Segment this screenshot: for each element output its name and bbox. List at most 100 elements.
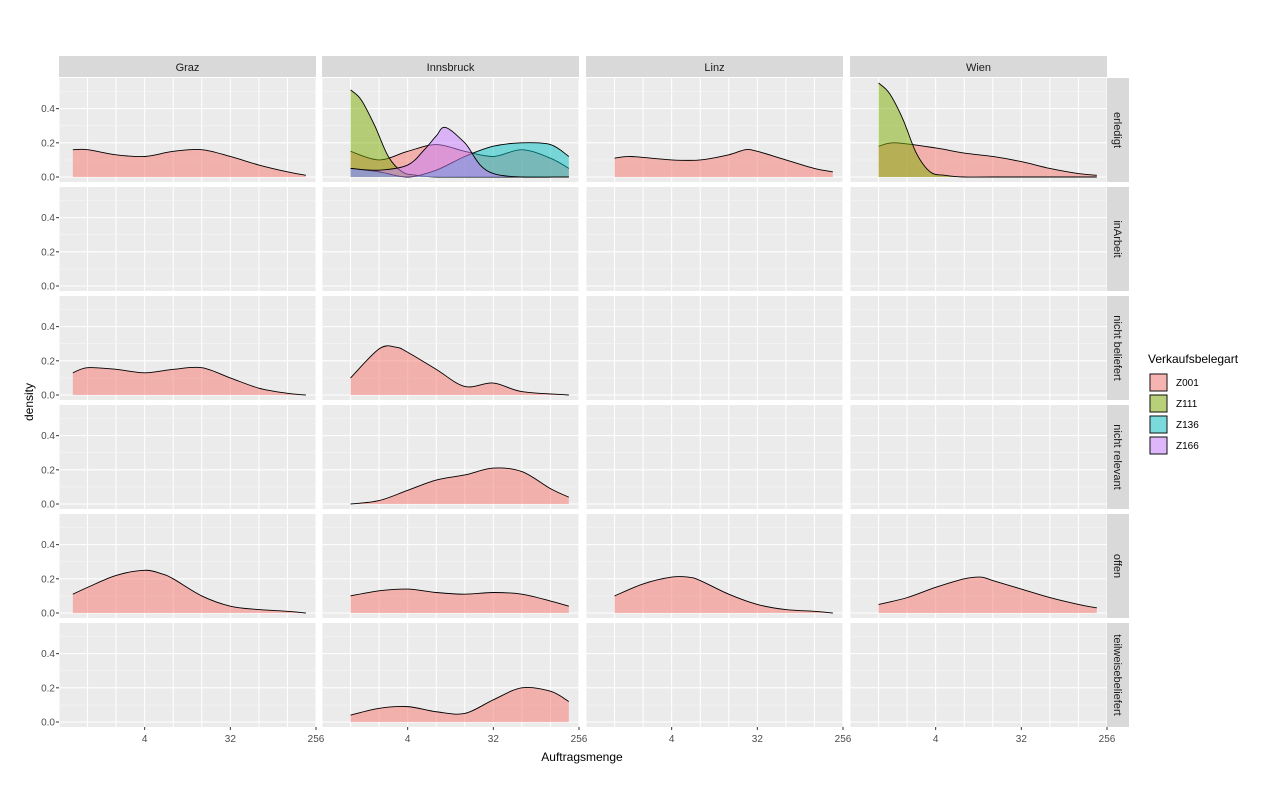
panel-inarbeit-linz [585,187,844,291]
density-line-z001-erledigt-graz [72,148,306,176]
panel-background [850,296,1107,400]
density-area-z001-nicht-relevant-innsbruck [350,467,569,504]
panel-background [586,623,843,727]
row-strip [1107,623,1129,727]
panel-background [586,187,843,291]
panel-background [59,187,316,291]
legend-entry-z136: Z136 [1149,415,1199,434]
y-tick-label: 0.2 [41,465,55,476]
row-strip [1107,78,1129,182]
x-tick-label: 32 [752,734,764,745]
y-tick-label: 0.2 [41,247,55,258]
row-strip-label-teilweisebeliefert: teilweisebeliefert [1111,634,1123,715]
y-tick-label: 0.4 [41,540,55,551]
y-axis-title: density [22,383,36,421]
legend-key-z166 [1149,436,1168,455]
y-tick-label: 0.2 [41,683,55,694]
density-line-z001-teilweisebeliefert-innsbruck [350,686,570,716]
density-line-z001-offen-wien [878,576,1097,609]
row-strip [1107,405,1129,509]
density-area-z001-teilweisebeliefert-innsbruck [350,687,569,722]
panel-background [586,296,843,400]
density-line-z001-offen-linz [614,576,833,614]
row-strip [1107,514,1129,618]
panel-background [850,187,1107,291]
y-tick-label: 0.0 [41,173,55,184]
column-strip [322,56,579,77]
density-line-z111-erledigt-wien [878,82,1097,178]
y-tick-label: 0.2 [41,138,55,149]
y-tick-label: 0.2 [41,574,55,585]
legend-label-z166: Z166 [1176,441,1199,452]
legend-title: Verkaufsbelegart [1148,352,1239,366]
panel-background [59,623,316,727]
x-axis-title: Auftragsmenge [541,750,623,764]
x-tick-label: 256 [308,734,325,745]
row-strip-label-offen: offen [1111,554,1123,578]
y-tick-label: 0.0 [41,718,55,729]
column-strip-label-graz: Graz [176,62,200,74]
density-line-z166-erledigt-innsbruck [350,126,569,178]
strips-layer: Graz Innsbruck Linz Wien erledigt inArbeit nic… [59,56,1129,727]
row-strip [1107,296,1129,400]
row-strip-label-erledigt: erledigt [1111,112,1123,148]
panel-background [850,405,1107,509]
panel-inarbeit-wien [849,187,1108,291]
y-tick-label: 0.4 [41,322,55,333]
column-strip-label-innsbruck: Innsbruck [427,62,475,74]
panel-nicht-relevant-linz [585,405,844,509]
legend-entry-z166: Z166 [1149,436,1199,455]
x-tick-label: 4 [933,734,939,745]
y-tick-label: 0.0 [41,282,55,293]
legend-key-z111 [1149,394,1168,413]
density-area-z001-offen-innsbruck [350,589,569,613]
panel-background [59,405,316,509]
density-line-z001-offen-graz [72,569,306,614]
panel-teilweisebeliefert-wien [849,623,1108,727]
panel-inarbeit-innsbruck [321,187,580,291]
density-area-z001-offen-linz [614,576,833,613]
row-strip [1107,187,1129,291]
x-tick-label: 32 [1016,734,1028,745]
panel-teilweisebeliefert-graz [58,623,317,727]
legend-key-z136 [1149,415,1168,434]
density-area-z001-erledigt-wien [878,142,1097,177]
legend-label-z136: Z136 [1176,420,1199,431]
column-strip-label-wien: Wien [966,62,991,74]
panels-layer [58,78,1108,727]
axes-layer: 0.0 0.2 0.4 0.0 0.2 0.4 0.0 0.2 0.4 0.0 0.2 0.4 0.0 0… [41,104,1116,745]
panel-background [850,623,1107,727]
x-tick-label: 4 [669,734,675,745]
panel-nicht-beliefert-wien [849,296,1108,400]
legend-label-z111: Z111 [1176,399,1198,410]
legend-key-z001 [1149,373,1168,392]
column-strip [586,56,843,77]
density-area-z001-erledigt-linz [614,149,833,177]
legend-label-z001: Z001 [1176,378,1199,389]
y-tick-label: 0.4 [41,213,55,224]
density-area-z166-erledigt-innsbruck [350,127,569,178]
density-area-z001-nicht-beliefert-innsbruck [350,345,569,395]
density-line-z001-nicht-beliefert-graz [72,366,306,396]
legend-entry-z111: Z111 [1149,394,1198,413]
row-strip-label-nicht-beliefert: nicht beliefert [1111,315,1123,380]
y-tick-label: 0.4 [41,431,55,442]
density-area-z111-erledigt-wien [878,83,1097,178]
panel-background [586,405,843,509]
row-strip-label-inarbeit: inArbeit [1111,220,1123,257]
density-line-z001-offen-innsbruck [350,588,569,607]
density-area-z001-offen-wien [878,577,1097,613]
density-area-z111-erledigt-innsbruck [350,89,569,178]
density-line-z001-nicht-beliefert-innsbruck [350,345,569,396]
panel-background [322,187,579,291]
y-tick-label: 0.4 [41,649,55,660]
panel-inarbeit-graz [58,187,317,291]
density-area-z001-nicht-beliefert-graz [72,367,306,395]
column-strip [850,56,1107,77]
column-strip-label-linz: Linz [704,62,724,74]
x-tick-label: 32 [225,734,237,745]
x-tick-label: 4 [405,734,411,745]
x-tick-label: 256 [835,734,852,745]
